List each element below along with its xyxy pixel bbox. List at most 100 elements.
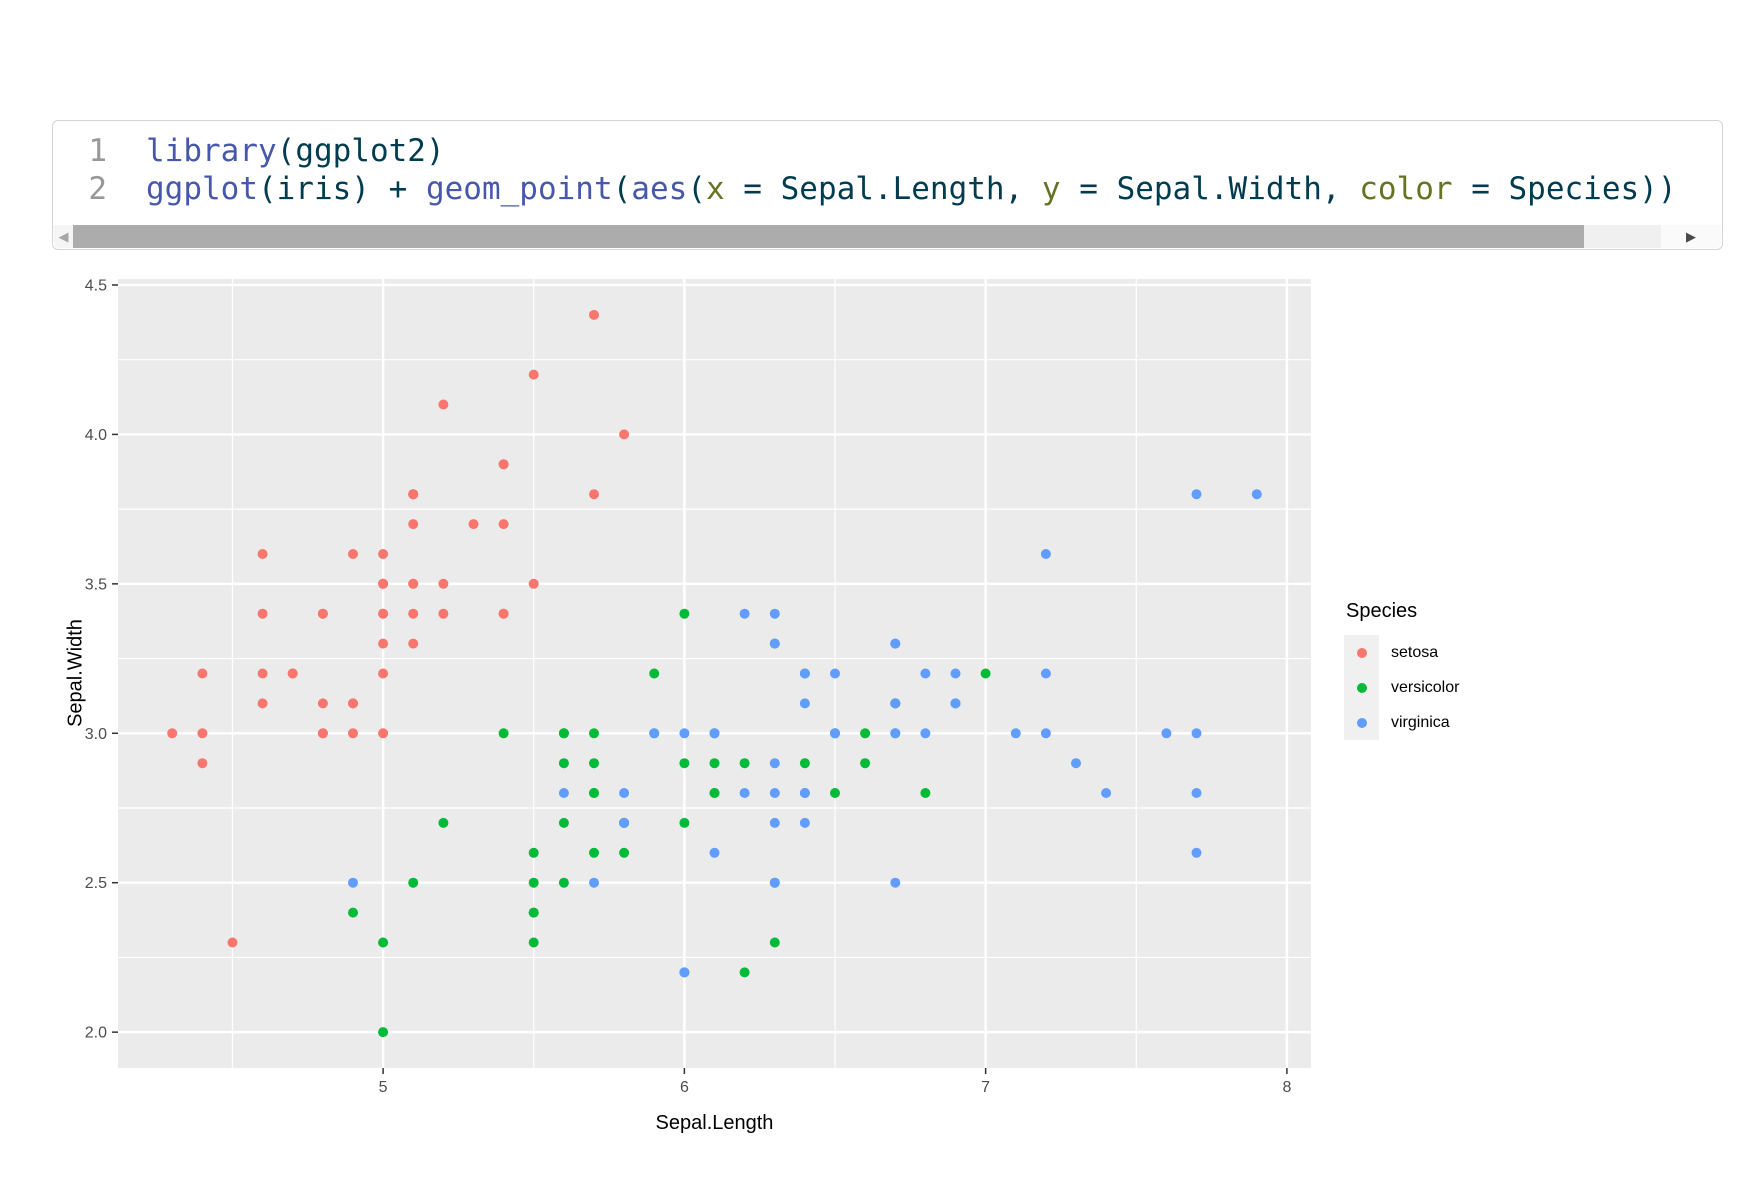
- data-point: [227, 937, 238, 948]
- data-point: [1101, 788, 1112, 798]
- code-token: (: [687, 171, 706, 207]
- legend-item-label: versicolor: [1391, 678, 1460, 696]
- data-point: [649, 668, 660, 679]
- data-point: [167, 728, 178, 739]
- data-point: [558, 788, 569, 798]
- data-point: [348, 549, 358, 559]
- series-versicolor: [348, 608, 991, 1038]
- data-point: [498, 459, 509, 470]
- data-point: [1040, 668, 1051, 679]
- legend-item-label: setosa: [1391, 643, 1439, 661]
- data-point: [799, 698, 810, 709]
- x-tick-label: 8: [1282, 1079, 1291, 1096]
- code-token: y: [1041, 171, 1061, 207]
- line-number: 2: [88, 171, 107, 207]
- data-point: [1251, 489, 1262, 500]
- scrollbar-thumb[interactable]: [73, 225, 1584, 248]
- y-tick-label: 3.0: [85, 726, 107, 743]
- data-point: [528, 578, 539, 589]
- y-tick-label: 3.5: [85, 576, 107, 593]
- legend-key: [1344, 635, 1379, 670]
- legend: Species setosa versicolor virginica: [1344, 600, 1459, 740]
- data-point: [378, 638, 389, 649]
- data-point: [378, 578, 389, 589]
- legend-dot-icon: [1356, 682, 1367, 693]
- data-point: [257, 668, 268, 679]
- legend-item-virginica: virginica: [1344, 705, 1459, 740]
- data-point: [408, 638, 419, 649]
- code-token: (iris) +: [257, 171, 426, 207]
- data-point: [830, 788, 840, 798]
- data-point: [1010, 728, 1021, 739]
- minor-gridlines: [118, 279, 1311, 1068]
- data-point: [799, 817, 810, 828]
- data-point: [649, 728, 660, 739]
- legend-dot-icon: [1356, 647, 1367, 658]
- data-point: [679, 728, 690, 739]
- data-point: [378, 728, 389, 739]
- data-point: [317, 728, 328, 739]
- data-point: [709, 847, 720, 858]
- data-point: [890, 728, 901, 739]
- data-point: [558, 728, 569, 739]
- code-token: = Sepal.Width,: [1060, 171, 1360, 207]
- data-point: [348, 907, 358, 918]
- data-point: [709, 758, 720, 769]
- data-point: [528, 877, 539, 888]
- data-point: [498, 519, 509, 530]
- data-point: [378, 937, 389, 948]
- legend-dot-icon: [1356, 717, 1367, 728]
- code-scrollbar[interactable]: ◀ ▶: [54, 225, 1721, 248]
- data-point: [1040, 549, 1051, 559]
- code-token: geom_point: [425, 171, 613, 207]
- data-point: [378, 668, 389, 679]
- series-virginica: [348, 489, 1262, 978]
- data-point: [589, 758, 599, 769]
- data-point: [197, 728, 208, 739]
- y-tick-label: 4.0: [85, 427, 107, 444]
- data-point: [769, 817, 780, 828]
- data-point: [528, 907, 539, 918]
- data-point: [619, 429, 630, 440]
- data-point: [980, 668, 991, 679]
- data-point: [1191, 788, 1202, 798]
- data-point: [1161, 728, 1172, 739]
- data-point: [739, 608, 750, 619]
- code-editor[interactable]: 1 library(ggplot2) 2 ggplot(iris) + geom_po…: [53, 132, 1722, 208]
- data-point: [1071, 758, 1081, 769]
- scrollbar-track[interactable]: [73, 225, 1661, 248]
- data-point: [197, 758, 208, 769]
- legend-items: setosa versicolor virginica: [1344, 635, 1459, 740]
- scrollbar-right-arrow-icon[interactable]: ▶: [1661, 225, 1721, 248]
- code-token: (ggplot2): [276, 133, 445, 169]
- data-point: [769, 638, 780, 649]
- code-line[interactable]: 2 ggplot(iris) + geom_point(aes(x = Sepal…: [53, 170, 1722, 208]
- data-point: [830, 668, 840, 679]
- data-point: [589, 728, 599, 739]
- code-token: x: [705, 171, 725, 207]
- data-point: [408, 519, 419, 530]
- data-point: [860, 758, 871, 769]
- data-point: [739, 967, 750, 978]
- data-point: [1191, 489, 1202, 500]
- data-point: [830, 728, 840, 739]
- data-point: [739, 758, 750, 769]
- scrollbar-left-arrow-icon[interactable]: ◀: [54, 225, 73, 248]
- data-point: [589, 489, 599, 500]
- code-chunk[interactable]: 1 library(ggplot2) 2 ggplot(iris) + geom_po…: [52, 120, 1723, 250]
- data-point: [468, 519, 479, 530]
- data-point: [408, 578, 419, 589]
- data-point: [438, 817, 449, 828]
- x-tick-label: 6: [680, 1079, 689, 1096]
- data-points: [167, 309, 1262, 1038]
- data-point: [799, 758, 810, 769]
- code-line[interactable]: 1 library(ggplot2): [53, 132, 1722, 170]
- y-tick-labels: 2.0 2.5 3.0 3.5 4.0 4.5: [85, 278, 107, 1042]
- plot-panel: [118, 279, 1311, 1068]
- data-point: [558, 877, 569, 888]
- data-point: [317, 608, 328, 619]
- code-token: = Species)): [1452, 171, 1677, 207]
- data-point: [408, 877, 419, 888]
